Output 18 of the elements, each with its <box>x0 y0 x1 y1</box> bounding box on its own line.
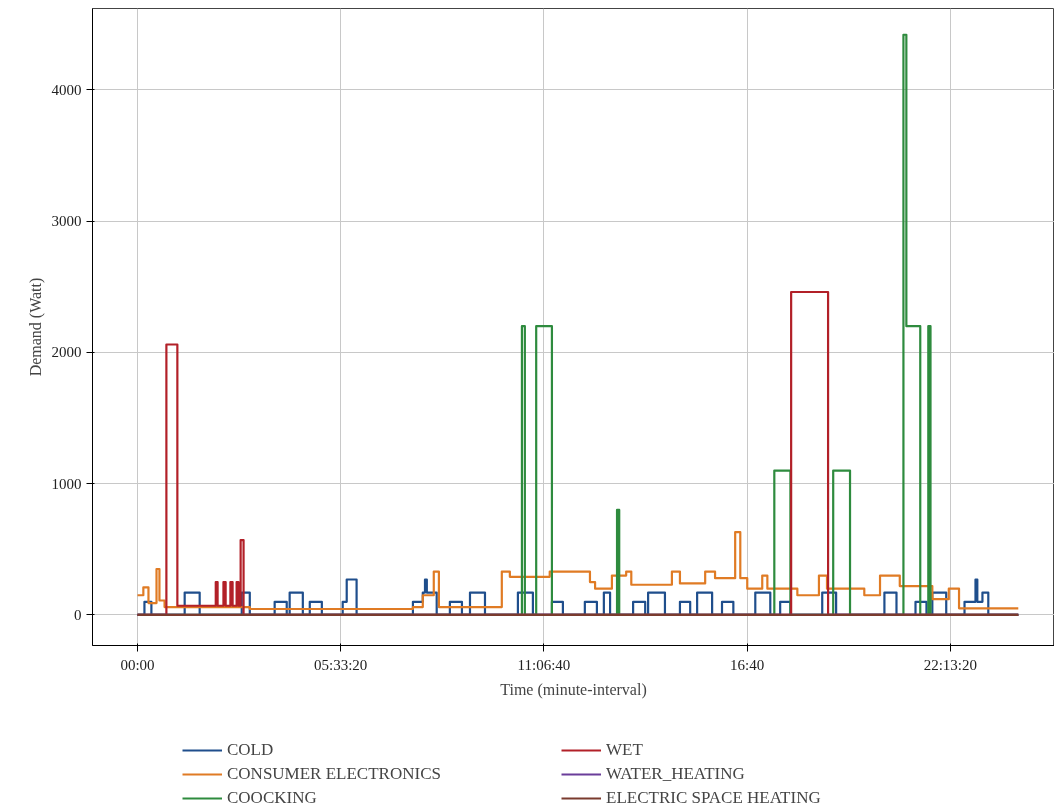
y-tick-label: 1000 <box>51 475 82 492</box>
legend-label: ELECTRIC SPACE HEATING <box>606 788 822 808</box>
legend-label: COOCKING <box>227 788 318 808</box>
y-tick-label: 0 <box>74 606 82 623</box>
x-tick-label: 05:33:20 <box>314 656 368 673</box>
legend-label: WATER_HEATING <box>606 764 746 784</box>
y-tick-label: 2000 <box>51 344 82 361</box>
y-tick-label: 3000 <box>51 213 82 230</box>
x-tick-label: 11:06:40 <box>517 656 571 673</box>
x-tick-label: 22:13:20 <box>923 656 978 673</box>
x-tick-label: 16:40 <box>730 656 765 673</box>
legend-label: WET <box>606 740 644 760</box>
legend-label: CONSUMER ELECTRONICS <box>227 764 442 784</box>
x-tick-label: 00:00 <box>120 656 155 673</box>
legend-label: COLD <box>227 740 275 760</box>
x-axis-title: Time (minute-interval) <box>500 680 647 699</box>
y-tick-label: 4000 <box>51 81 82 98</box>
y-axis-title: Demand (Watt) <box>26 277 45 377</box>
